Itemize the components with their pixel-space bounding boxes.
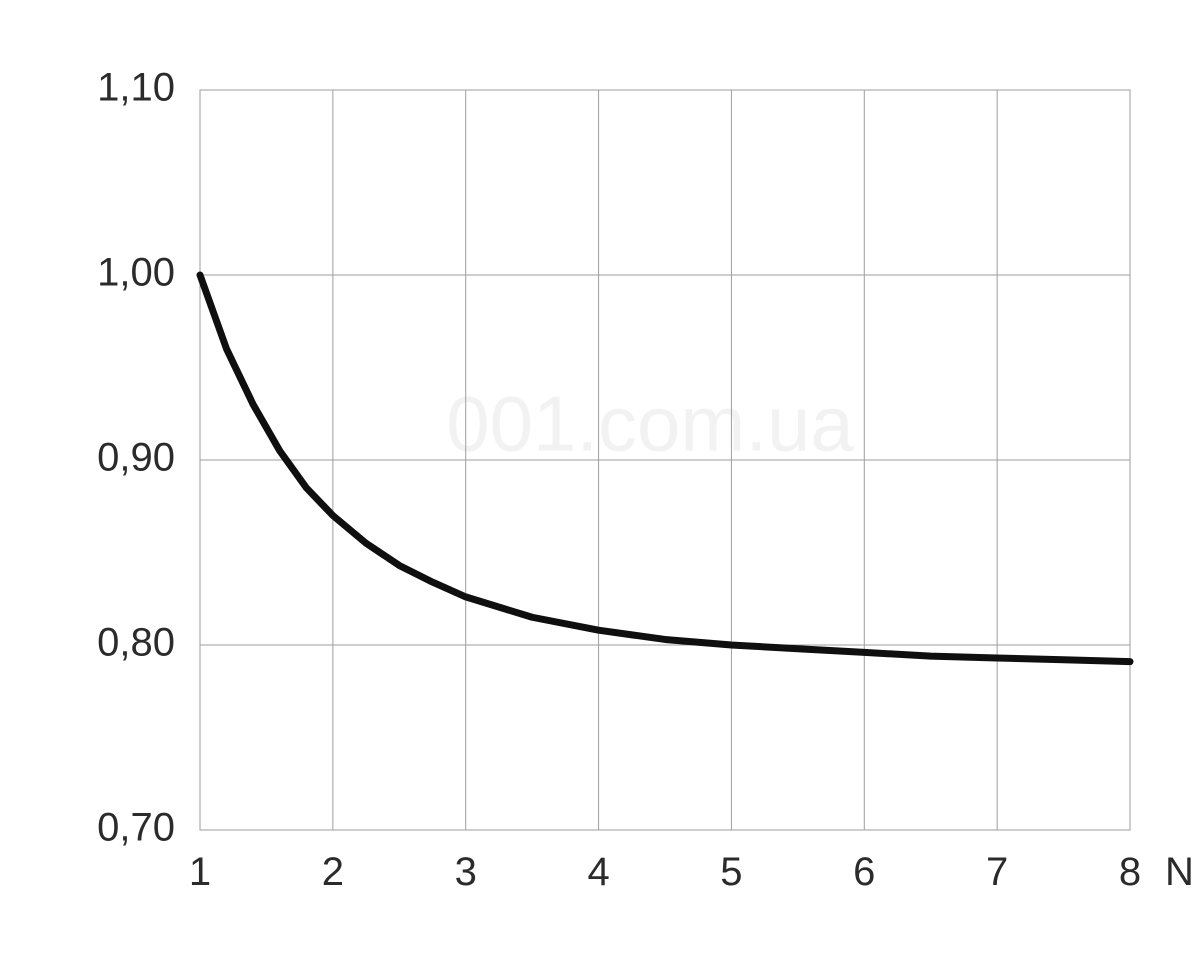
x-tick-label: 2: [322, 850, 344, 894]
x-tick-label: 5: [720, 850, 742, 894]
y-tick-label: 0,80: [97, 621, 175, 665]
y-tick-label: 0,70: [97, 806, 175, 850]
chart-container: 001.com.ua 0,70 0,80 0,90 1,00 1,10 1 2 3 4 5 6 7 8N: [0, 0, 1200, 960]
x-tick-label: 1: [189, 850, 211, 894]
derating-chart: 001.com.ua 0,70 0,80 0,90 1,00 1,10 1 2 3 4 5 6 7 8N: [0, 0, 1200, 960]
y-tick-label: 0,90: [97, 436, 175, 480]
x-tick-label: 8: [1119, 850, 1141, 894]
x-tick-label: 4: [587, 850, 609, 894]
watermark-text: 001.com.ua: [446, 380, 854, 468]
x-tick-label: 3: [455, 850, 477, 894]
y-tick-label: 1,10: [97, 66, 175, 110]
x-tick-label: 7: [986, 850, 1008, 894]
y-tick-label: 1,00: [97, 251, 175, 295]
x-tick-label: 6: [853, 850, 875, 894]
x-axis-label: N: [1165, 850, 1194, 894]
chart-background: [0, 0, 1200, 960]
